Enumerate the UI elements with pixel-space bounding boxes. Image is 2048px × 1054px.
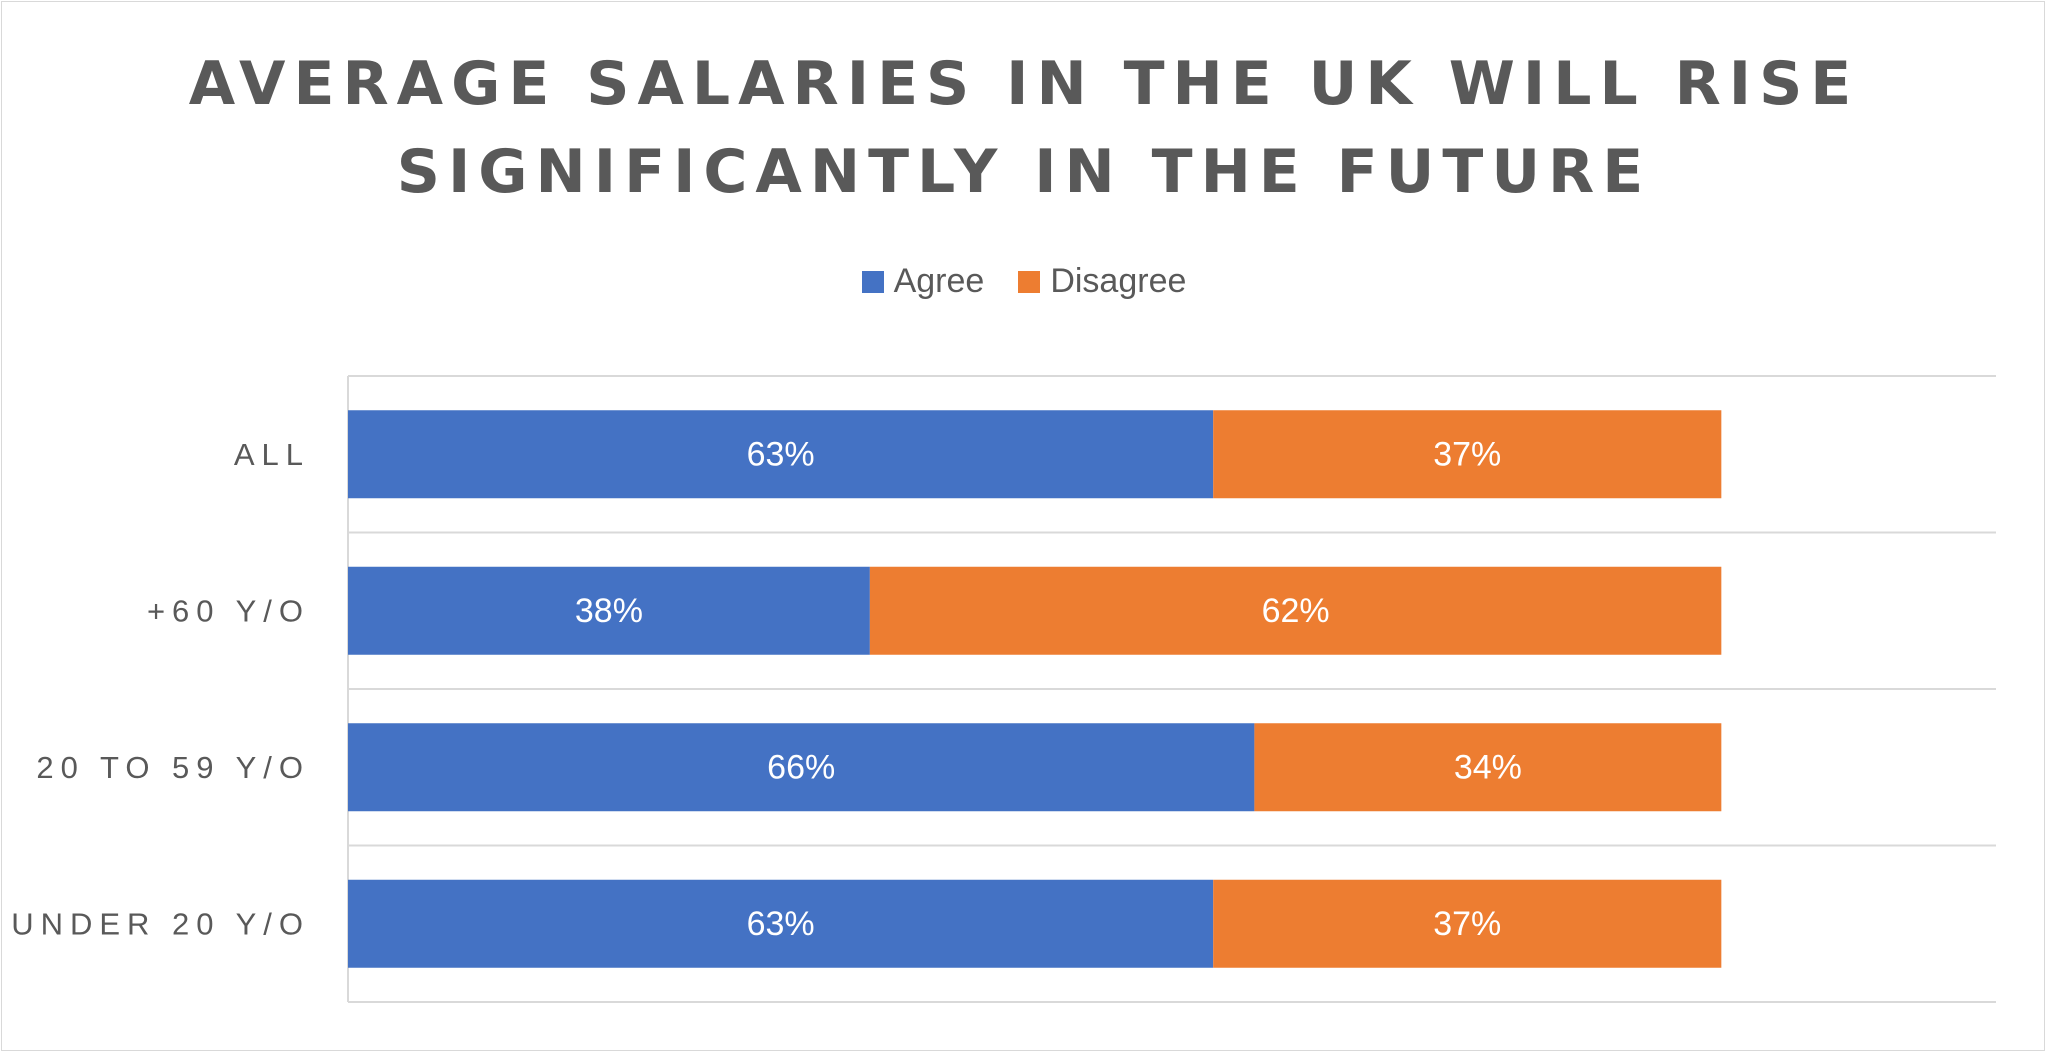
data-label: 63% [747, 905, 815, 943]
bar-agree [348, 566, 870, 655]
bar-agree [348, 410, 1214, 499]
legend-label-agree: Agree [893, 262, 985, 300]
bar-disagree [1254, 723, 1722, 812]
bar-disagree [1213, 879, 1722, 968]
bar-agree [348, 879, 1214, 968]
legend-swatch-agree [861, 270, 884, 293]
chart-title-line-1: AVERAGE SALARIES IN THE UK WILL RISE [188, 49, 1860, 119]
chart-title: AVERAGE SALARIES IN THE UK WILL RISE SIG… [0, 40, 2048, 216]
category-label: ALL [234, 437, 310, 472]
legend-label-disagree: Disagree [1050, 262, 1187, 300]
bar-disagree [1213, 410, 1722, 499]
bar-disagree [869, 566, 1722, 655]
chart-title-line-2: SIGNIFICANTLY IN THE FUTURE [396, 137, 1652, 207]
category-label: 20 TO 59 Y/O [36, 750, 310, 785]
bar-agree [348, 723, 1255, 812]
data-label: 38% [575, 592, 643, 630]
data-label: 66% [767, 748, 835, 786]
legend-item-agree: Agree [861, 262, 985, 301]
data-label: 62% [1262, 592, 1330, 630]
category-label: +60 Y/O [147, 593, 310, 628]
data-label: 63% [747, 435, 815, 473]
data-label: 34% [1454, 748, 1522, 786]
data-label: 37% [1433, 905, 1501, 943]
data-label: 37% [1433, 435, 1501, 473]
category-label: UNDER 20 Y/O [11, 906, 310, 941]
legend-item-disagree: Disagree [1018, 262, 1186, 301]
chart-legend: Agree Disagree [0, 262, 2048, 301]
legend-swatch-disagree [1018, 270, 1041, 293]
